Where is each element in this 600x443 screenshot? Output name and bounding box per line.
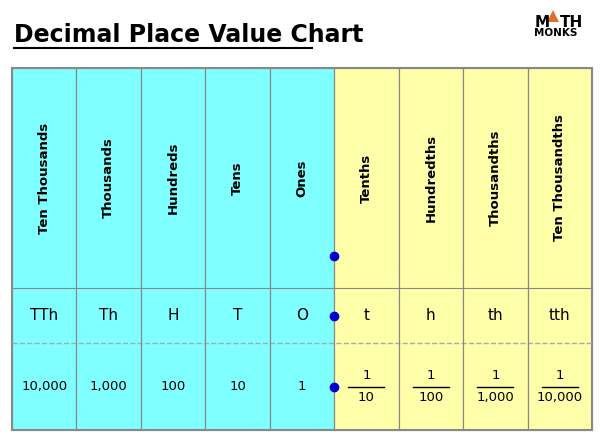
Bar — [270, 68, 334, 430]
Text: Ten Thousandths: Ten Thousandths — [553, 115, 566, 241]
Text: Thousands: Thousands — [102, 138, 115, 218]
Text: 1,000: 1,000 — [90, 380, 128, 393]
Polygon shape — [547, 10, 559, 22]
Text: Hundreds: Hundreds — [167, 142, 179, 214]
Text: Hundredths: Hundredths — [424, 134, 437, 222]
Text: h: h — [426, 308, 436, 323]
Text: 10: 10 — [229, 380, 246, 393]
Text: TTh: TTh — [30, 308, 58, 323]
Text: H: H — [167, 308, 179, 323]
Text: Decimal Place Value Chart: Decimal Place Value Chart — [14, 23, 364, 47]
Text: t: t — [364, 308, 370, 323]
Bar — [12, 68, 592, 430]
Text: tth: tth — [549, 308, 571, 323]
Text: 100: 100 — [160, 380, 186, 393]
Text: 10,000: 10,000 — [537, 391, 583, 404]
Text: Th: Th — [99, 308, 118, 323]
Text: MONKS: MONKS — [535, 28, 578, 38]
Text: Ten Thousands: Ten Thousands — [38, 122, 51, 233]
Text: 1: 1 — [427, 369, 435, 382]
Bar — [12, 68, 76, 430]
Text: 1: 1 — [362, 369, 371, 382]
Text: 100: 100 — [418, 391, 443, 404]
Bar — [527, 68, 592, 430]
Bar — [205, 68, 270, 430]
Bar — [398, 68, 463, 430]
Text: O: O — [296, 308, 308, 323]
Text: M: M — [535, 15, 550, 30]
Text: 10,000: 10,000 — [21, 380, 67, 393]
Bar — [141, 68, 205, 430]
Text: Tenths: Tenths — [360, 153, 373, 202]
Bar — [463, 68, 527, 430]
Text: 1: 1 — [298, 380, 306, 393]
Text: 10: 10 — [358, 391, 375, 404]
Bar — [334, 68, 398, 430]
Text: 1: 1 — [491, 369, 500, 382]
Text: T: T — [233, 308, 242, 323]
Text: Thousandths: Thousandths — [489, 130, 502, 226]
Text: TH: TH — [560, 15, 583, 30]
Text: Ones: Ones — [296, 159, 308, 197]
Text: Tens: Tens — [231, 161, 244, 195]
Text: 1,000: 1,000 — [476, 391, 514, 404]
Text: 1: 1 — [556, 369, 564, 382]
Text: th: th — [488, 308, 503, 323]
Bar — [76, 68, 141, 430]
